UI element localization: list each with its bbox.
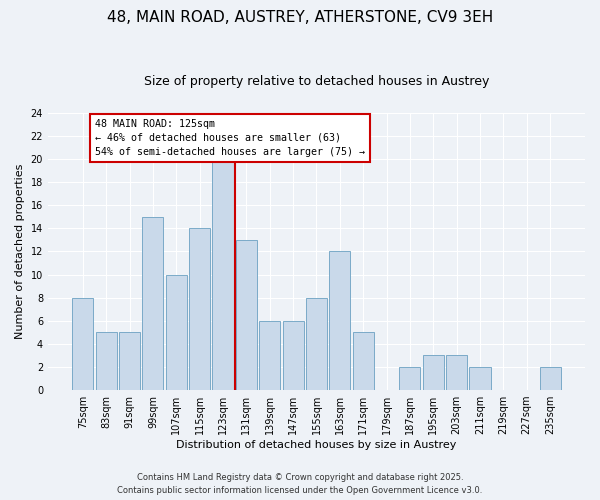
Bar bbox=[166, 274, 187, 390]
Bar bbox=[189, 228, 210, 390]
Bar bbox=[329, 252, 350, 390]
X-axis label: Distribution of detached houses by size in Austrey: Distribution of detached houses by size … bbox=[176, 440, 457, 450]
Bar bbox=[539, 367, 560, 390]
Bar bbox=[283, 321, 304, 390]
Bar bbox=[306, 298, 327, 390]
Bar bbox=[423, 356, 444, 390]
Bar bbox=[446, 356, 467, 390]
Bar bbox=[212, 159, 233, 390]
Bar bbox=[119, 332, 140, 390]
Text: Contains HM Land Registry data © Crown copyright and database right 2025.
Contai: Contains HM Land Registry data © Crown c… bbox=[118, 474, 482, 495]
Text: 48 MAIN ROAD: 125sqm
← 46% of detached houses are smaller (63)
54% of semi-detac: 48 MAIN ROAD: 125sqm ← 46% of detached h… bbox=[95, 118, 365, 156]
Bar bbox=[400, 367, 421, 390]
Bar bbox=[73, 298, 94, 390]
Bar bbox=[259, 321, 280, 390]
Y-axis label: Number of detached properties: Number of detached properties bbox=[15, 164, 25, 339]
Text: 48, MAIN ROAD, AUSTREY, ATHERSTONE, CV9 3EH: 48, MAIN ROAD, AUSTREY, ATHERSTONE, CV9 … bbox=[107, 10, 493, 25]
Bar bbox=[353, 332, 374, 390]
Bar bbox=[469, 367, 491, 390]
Bar bbox=[236, 240, 257, 390]
Title: Size of property relative to detached houses in Austrey: Size of property relative to detached ho… bbox=[144, 75, 489, 88]
Bar bbox=[95, 332, 117, 390]
Bar bbox=[142, 217, 163, 390]
